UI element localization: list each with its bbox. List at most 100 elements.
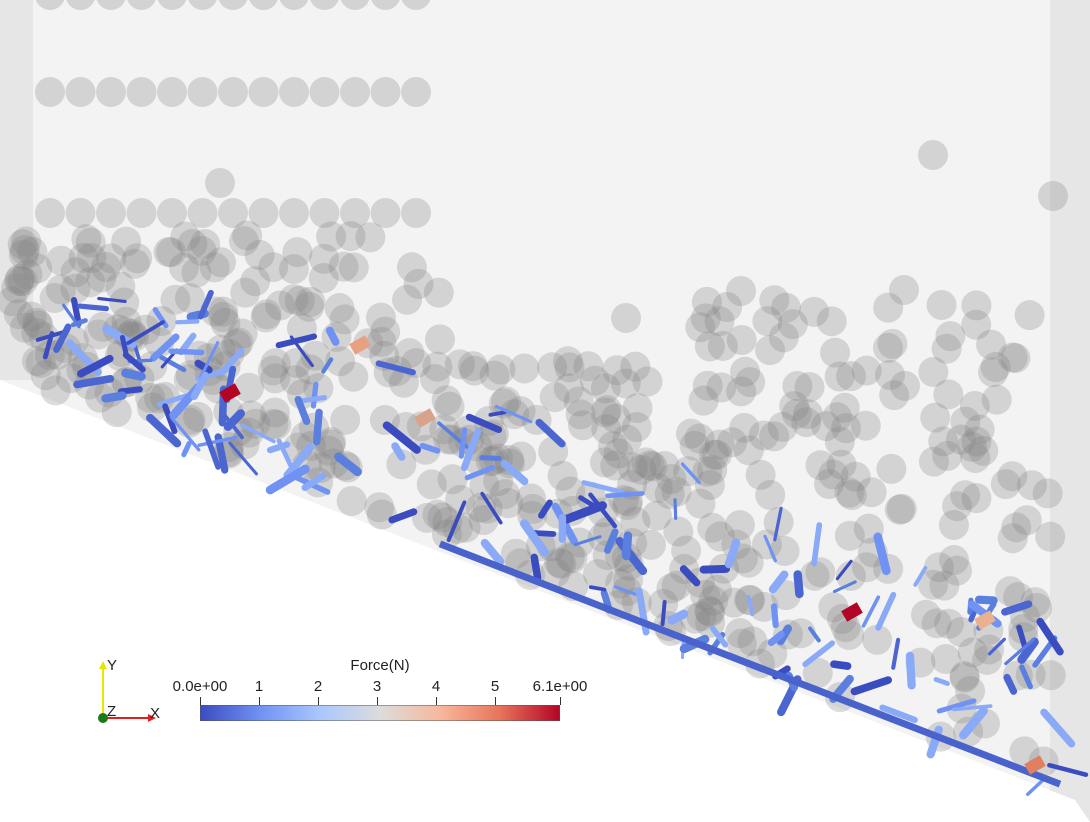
- particle: [101, 397, 132, 428]
- particle: [933, 608, 964, 639]
- particle: [9, 235, 40, 266]
- force-chain: [832, 580, 857, 593]
- particle: [942, 555, 973, 586]
- particle: [617, 452, 648, 483]
- particle: [340, 198, 370, 228]
- particle: [365, 302, 396, 333]
- particle: [186, 236, 217, 267]
- force-chain: [1004, 637, 1036, 666]
- particle: [328, 251, 359, 282]
- particle: [684, 423, 715, 454]
- particle: [281, 347, 312, 378]
- force-chain-base: [438, 540, 1062, 788]
- particle: [939, 545, 970, 576]
- particle: [183, 401, 214, 432]
- force-chain: [1003, 673, 1018, 695]
- particle: [336, 486, 367, 517]
- particle: [160, 284, 191, 315]
- particle: [21, 317, 52, 348]
- particle: [707, 330, 738, 361]
- particle: [208, 301, 239, 332]
- particle: [704, 429, 735, 460]
- force-chain: [101, 391, 127, 403]
- particle: [691, 286, 722, 317]
- particle: [424, 324, 455, 355]
- particle: [701, 439, 732, 470]
- particle: [258, 408, 289, 439]
- particle: [694, 595, 725, 626]
- particle: [35, 0, 65, 10]
- particle: [396, 252, 427, 283]
- particle: [335, 221, 366, 252]
- force-chain: [446, 500, 467, 543]
- force-chain: [321, 357, 334, 374]
- particle: [824, 361, 855, 392]
- particle: [329, 304, 360, 335]
- force-chain: [162, 403, 178, 435]
- particle: [315, 429, 346, 460]
- force-chain: [875, 591, 897, 631]
- particle: [755, 335, 786, 366]
- force-chain: [77, 354, 114, 378]
- force-chain: [952, 704, 993, 712]
- particle: [1000, 343, 1031, 374]
- particle: [688, 385, 719, 416]
- particle: [516, 483, 547, 514]
- particle: [717, 427, 748, 458]
- particle: [316, 221, 347, 252]
- particle: [874, 359, 905, 390]
- particle: [509, 353, 540, 384]
- particle: [227, 318, 258, 349]
- colorbar-tick-label: 6.1e+00: [532, 678, 588, 695]
- particle: [675, 418, 706, 449]
- particle: [601, 355, 632, 386]
- particle: [642, 472, 673, 503]
- force-chain: [1017, 637, 1039, 664]
- particle: [656, 573, 687, 604]
- force-chain: [913, 566, 928, 587]
- particle: [136, 392, 167, 423]
- force-chain: [1025, 777, 1046, 796]
- particle: [1035, 660, 1066, 691]
- force-chain: [488, 410, 507, 417]
- force-chain: [1001, 600, 1033, 616]
- particle: [834, 477, 865, 508]
- force-chain: [768, 570, 789, 594]
- particle: [65, 198, 96, 228]
- particle: [918, 140, 948, 170]
- force-chain-layer: [35, 289, 1089, 796]
- particle: [340, 0, 370, 10]
- colorbar-tick-mark: [259, 697, 261, 705]
- force-chain: [310, 381, 319, 409]
- force-chain: [1019, 664, 1033, 690]
- force-chain: [460, 428, 482, 472]
- particle: [248, 198, 279, 228]
- force-chain: [194, 359, 213, 374]
- particle: [340, 77, 370, 107]
- force-chain: [535, 418, 566, 448]
- particle: [1009, 736, 1040, 767]
- particle: [157, 198, 187, 228]
- force-chain: [312, 408, 323, 446]
- force-chain: [673, 498, 678, 520]
- particle: [876, 453, 907, 484]
- particle: [401, 0, 431, 10]
- colorbar-tick-mark: [560, 697, 561, 705]
- particle: [537, 352, 568, 383]
- high-force-contact: [349, 335, 371, 355]
- particle: [1038, 181, 1068, 211]
- particle: [444, 349, 475, 380]
- particle: [933, 379, 964, 410]
- particle: [177, 229, 208, 260]
- particle: [75, 227, 106, 258]
- force-chain: [219, 347, 245, 376]
- particle: [768, 322, 799, 353]
- particle: [394, 338, 425, 369]
- particle: [918, 569, 949, 600]
- particle: [946, 617, 977, 648]
- particle: [949, 662, 980, 693]
- force-chain: [605, 491, 645, 499]
- particle: [661, 570, 692, 601]
- force-chain: [830, 660, 852, 670]
